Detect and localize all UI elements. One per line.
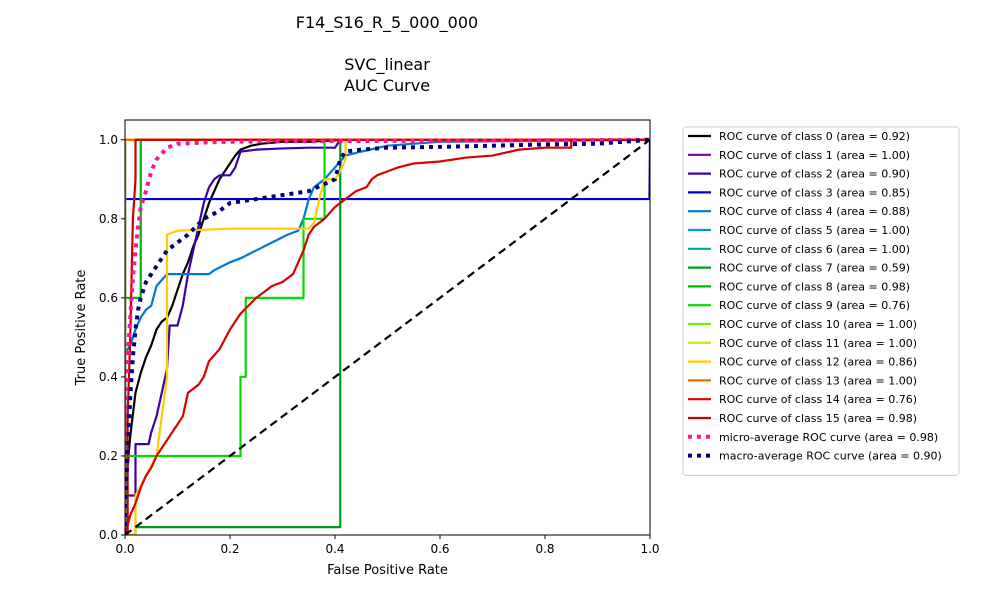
x-tick-label: 0.0: [115, 542, 134, 556]
legend-entry-label: ROC curve of class 9 (area = 0.76): [719, 299, 910, 312]
chance-diagonal-line: [125, 138, 650, 535]
x-tick-label: 0.6: [430, 542, 449, 556]
y-axis-label: True Positive Rate: [74, 270, 89, 387]
legend-entry-label: ROC curve of class 12 (area = 0.86): [719, 356, 917, 369]
plot-frame: [124, 119, 651, 536]
legend-entry-label: ROC curve of class 3 (area = 0.85): [719, 186, 910, 199]
legend-entry-label: ROC curve of class 0 (area = 0.92): [719, 130, 910, 143]
legend-entry-label: ROC curve of class 7 (area = 0.59): [719, 262, 910, 275]
legend-entry-label: micro-average ROC curve (area = 0.98): [719, 431, 938, 444]
legend-entry-label: ROC curve of class 2 (area = 0.90): [719, 168, 910, 181]
legend-entry-label: ROC curve of class 11 (area = 1.00): [719, 337, 917, 350]
roc-series-line: [125, 137, 650, 535]
legend-entry-label: ROC curve of class 5 (area = 1.00): [719, 224, 910, 237]
roc-series-line: [125, 138, 650, 535]
roc-series-line: [125, 138, 650, 535]
roc-series-line: [125, 137, 650, 535]
roc-series-line: [125, 138, 650, 535]
y-tick-label: 0.4: [99, 370, 118, 384]
roc-series-line: [125, 138, 650, 535]
chart-title-line: AUC Curve: [344, 76, 430, 95]
legend-entry-label: ROC curve of class 10 (area = 1.00): [719, 318, 917, 331]
legend-entry-label: ROC curve of class 6 (area = 1.00): [719, 243, 910, 256]
chart-title-line: SVC_linear: [344, 55, 430, 75]
axes: 0.0 0.2 0.4 0.6 0.8 1.0 0.0 0.2 0.4 0.6 0.8 1.0 Fals…: [74, 119, 660, 578]
legend-entry-label: ROC curve of class 15 (area = 0.98): [719, 412, 917, 425]
y-tick-label: 1.0: [99, 133, 118, 147]
legend-entry-label: ROC curve of class 8 (area = 0.98): [719, 280, 910, 293]
legend-entry-label: ROC curve of class 1 (area = 1.00): [719, 149, 910, 162]
x-tick-label: 1.0: [640, 542, 659, 556]
legend-entry-label: ROC curve of class 13 (area = 1.00): [719, 374, 917, 387]
x-tick-label: 0.8: [535, 542, 554, 556]
y-tick-label: 0.0: [99, 528, 118, 542]
y-tick-label: 0.6: [99, 291, 118, 305]
x-axis-label: False Positive Rate: [327, 563, 448, 578]
legend-entry-label: macro-average ROC curve (area = 0.90): [719, 450, 942, 463]
y-tick-label: 0.8: [99, 212, 118, 226]
chart-title-line: F14_S16_R_5_000_000: [296, 13, 478, 33]
legend-entry-label: ROC curve of class 4 (area = 0.88): [719, 205, 910, 218]
legend-entry-label: ROC curve of class 14 (area = 0.76): [719, 393, 917, 406]
legend: ROC curve of class 0 (area = 0.92) ROC cu…: [682, 126, 960, 476]
legend-box: [682, 126, 960, 476]
x-tick-label: 0.2: [220, 542, 239, 556]
x-tick-label: 0.4: [325, 542, 344, 556]
roc-series-line: [125, 138, 650, 535]
y-tick-label: 0.2: [99, 449, 118, 463]
plot-area: [125, 137, 650, 535]
